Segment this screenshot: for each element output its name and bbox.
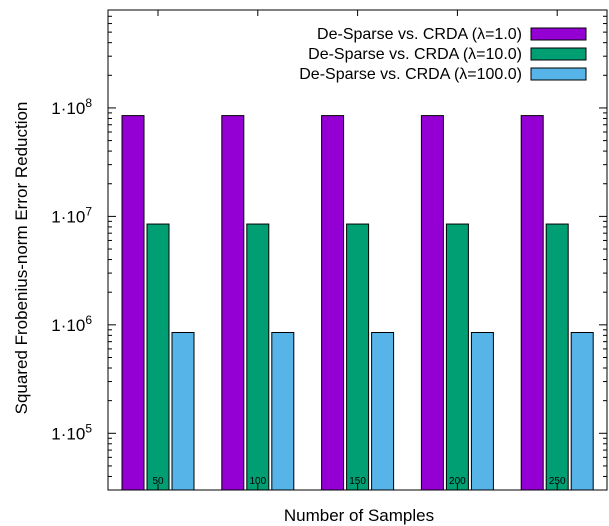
bar-200-series-3 [470,331,494,491]
x-tick-label: 200 [449,476,466,487]
y-tick-label: 1·107 [51,204,92,226]
bar-250-series-2 [545,223,569,491]
plot-area: 50 100 150 200 250 1·105 1·106 1·107 1·108 De-Spa… [51,9,608,491]
y-tick-label: 1·106 [51,313,92,335]
legend: De-Sparse vs. CRDA (λ=1.0) De-Sparse vs. … [299,26,587,83]
bar-50-series-1 [121,115,145,491]
y-axis-title: Squared Frobenius-norm Error Reduction [12,102,31,415]
bar-50-series-3 [171,331,195,491]
bar-100-series-3 [271,331,295,491]
bar-150-series-1 [321,115,345,491]
bar-150-series-3 [371,331,395,491]
bar-200-series-1 [420,115,444,491]
bar-100-series-1 [221,115,245,491]
y-tick-label: 1·108 [51,96,92,118]
x-tick-label: 100 [249,476,266,487]
y-tick-label: 1·105 [51,421,92,443]
legend-swatch [530,27,587,41]
bar-150-series-2 [346,223,370,491]
legend-label: De-Sparse vs. CRDA (λ=1.0) [317,26,522,43]
x-tick-label: 250 [549,476,566,487]
legend-label: De-Sparse vs. CRDA (λ=10.0) [308,46,522,63]
x-tick-label: 150 [349,476,366,487]
bar-250-series-3 [570,331,594,491]
x-tick-label: 50 [152,476,164,487]
bar-200-series-2 [445,223,469,491]
bar-250-series-1 [520,115,544,491]
x-axis-title: Number of Samples [284,506,434,525]
legend-swatch [530,67,587,81]
legend-swatch [530,47,587,61]
bar-100-series-2 [246,223,270,491]
bar-50-series-2 [146,223,170,491]
legend-label: De-Sparse vs. CRDA (λ=100.0) [299,66,522,83]
